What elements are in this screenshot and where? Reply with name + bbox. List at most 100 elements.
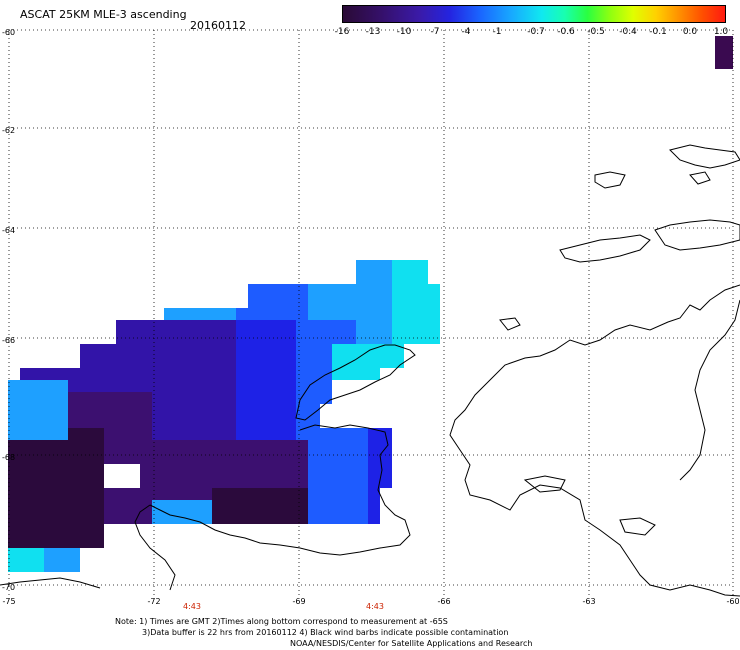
data-pixel bbox=[260, 308, 272, 320]
data-pixel bbox=[188, 476, 200, 488]
y-axis-label: -62 bbox=[2, 126, 16, 135]
data-pixel bbox=[272, 392, 284, 404]
data-pixel bbox=[320, 512, 332, 524]
x-axis-label: -72 bbox=[147, 597, 161, 606]
data-pixel bbox=[152, 428, 164, 440]
data-pixel bbox=[320, 500, 332, 512]
data-pixel bbox=[116, 392, 128, 404]
data-pixel bbox=[368, 356, 380, 368]
island-coast-3 bbox=[0, 577, 101, 589]
data-pixel bbox=[248, 476, 260, 488]
data-pixel bbox=[392, 272, 404, 284]
data-pixel bbox=[140, 380, 152, 392]
data-pixel bbox=[380, 476, 392, 488]
data-pixel bbox=[92, 500, 104, 512]
data-pixel bbox=[20, 404, 32, 416]
data-pixel bbox=[344, 440, 356, 452]
data-pixel bbox=[368, 284, 380, 296]
north-islands-2 bbox=[669, 144, 740, 169]
time-label: 4:43 bbox=[366, 602, 384, 611]
data-pixel bbox=[248, 368, 260, 380]
data-pixel bbox=[344, 320, 356, 332]
data-pixel bbox=[44, 404, 56, 416]
data-pixel bbox=[248, 284, 260, 296]
data-pixel bbox=[176, 344, 188, 356]
data-pixel bbox=[56, 548, 68, 560]
colorbar-label: 0.0 bbox=[682, 27, 698, 37]
data-pixel bbox=[164, 308, 176, 320]
data-pixel bbox=[368, 308, 380, 320]
data-pixel bbox=[332, 452, 344, 464]
data-pixel bbox=[296, 308, 308, 320]
data-pixel bbox=[308, 452, 320, 464]
data-pixel bbox=[56, 500, 68, 512]
data-pixel bbox=[44, 536, 56, 548]
data-pixel bbox=[380, 284, 392, 296]
data-pixel bbox=[296, 356, 308, 368]
data-pixel bbox=[20, 368, 32, 380]
data-pixel bbox=[20, 452, 32, 464]
data-pixel bbox=[356, 272, 368, 284]
data-pixel bbox=[32, 392, 44, 404]
data-pixel bbox=[8, 548, 20, 560]
data-pixel bbox=[200, 308, 212, 320]
data-pixel bbox=[32, 404, 44, 416]
data-pixel bbox=[296, 440, 308, 452]
data-pixel bbox=[416, 308, 428, 320]
data-pixel bbox=[116, 356, 128, 368]
data-pixel bbox=[320, 464, 332, 476]
data-pixel bbox=[32, 452, 44, 464]
data-pixel bbox=[80, 404, 92, 416]
data-pixel bbox=[44, 392, 56, 404]
data-pixel bbox=[188, 344, 200, 356]
data-pixel bbox=[272, 380, 284, 392]
data-pixel bbox=[32, 560, 44, 572]
data-pixel bbox=[152, 416, 164, 428]
data-pixel bbox=[128, 344, 140, 356]
data-pixel bbox=[284, 416, 296, 428]
data-pixel bbox=[152, 344, 164, 356]
data-pixel bbox=[212, 368, 224, 380]
data-pixel bbox=[68, 536, 80, 548]
data-pixel bbox=[344, 308, 356, 320]
data-pixel bbox=[368, 428, 380, 440]
data-pixel bbox=[272, 320, 284, 332]
colorbar-label: 1.0 bbox=[713, 27, 729, 37]
data-pixel bbox=[140, 416, 152, 428]
data-pixel bbox=[356, 356, 368, 368]
data-pixel bbox=[68, 368, 80, 380]
data-pixel bbox=[164, 392, 176, 404]
data-pixel bbox=[248, 452, 260, 464]
data-pixel bbox=[284, 440, 296, 452]
data-pixel bbox=[68, 524, 80, 536]
data-pixel bbox=[116, 344, 128, 356]
data-pixel bbox=[152, 380, 164, 392]
data-pixel bbox=[128, 452, 140, 464]
data-pixel bbox=[80, 464, 92, 476]
data-pixel bbox=[164, 380, 176, 392]
map-title: ASCAT 25KM MLE-3 ascending bbox=[20, 8, 187, 21]
data-pixel bbox=[248, 308, 260, 320]
data-pixel bbox=[428, 284, 440, 296]
data-pixel bbox=[128, 428, 140, 440]
data-pixel bbox=[164, 512, 176, 524]
data-pixel bbox=[176, 428, 188, 440]
data-pixel bbox=[248, 464, 260, 476]
data-pixel bbox=[188, 380, 200, 392]
data-pixel bbox=[320, 392, 332, 404]
data-pixel bbox=[140, 392, 152, 404]
data-pixel bbox=[284, 368, 296, 380]
data-pixel bbox=[284, 308, 296, 320]
data-pixel bbox=[260, 488, 272, 500]
data-pixel bbox=[284, 296, 296, 308]
data-pixel bbox=[140, 428, 152, 440]
data-pixel bbox=[200, 512, 212, 524]
data-pixel bbox=[308, 296, 320, 308]
data-pixel bbox=[104, 368, 116, 380]
data-pixel bbox=[248, 320, 260, 332]
data-pixel bbox=[44, 428, 56, 440]
data-pixel bbox=[104, 500, 116, 512]
data-pixel bbox=[248, 428, 260, 440]
data-pixel bbox=[296, 464, 308, 476]
